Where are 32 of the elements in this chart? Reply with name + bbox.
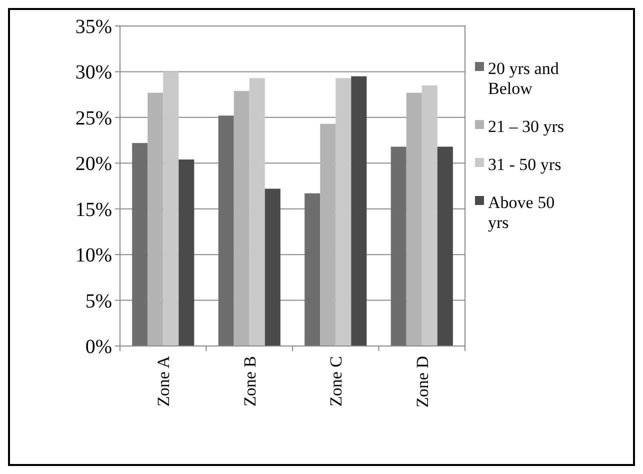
bar (437, 146, 453, 346)
x-tick-label: Zone A (154, 355, 174, 407)
bar (132, 143, 148, 346)
bar (163, 72, 179, 346)
y-tick-label: 30% (75, 62, 112, 84)
y-tick-label: 15% (75, 198, 112, 221)
bar (336, 78, 352, 346)
bar (264, 188, 280, 346)
y-tick-label: 5% (85, 290, 112, 312)
legend-label: 20 yrs and Below (488, 58, 560, 98)
y-tick-label: 35% (75, 16, 112, 38)
bar (422, 85, 438, 346)
legend-label: Above 50 yrs (488, 192, 555, 232)
legend-label: 21 – 30 yrs (488, 116, 564, 136)
x-tick-label: Zone B (240, 356, 260, 407)
bar (178, 159, 194, 346)
bar (406, 92, 422, 346)
bar (249, 78, 265, 346)
bar (234, 90, 250, 346)
bar (390, 146, 406, 346)
y-tick-label: 20% (75, 153, 112, 176)
x-tick-label: Zone C (326, 356, 346, 407)
bar (320, 124, 336, 346)
bar (218, 116, 234, 346)
legend-label: 31 - 50 yrs (488, 154, 562, 174)
bar (304, 193, 320, 346)
y-tick-label: 10% (75, 244, 112, 267)
bar (351, 76, 367, 346)
x-tick-label: Zone D (412, 356, 432, 408)
y-tick-label: 0% (85, 336, 112, 358)
y-tick-label: 25% (75, 107, 112, 130)
bar (148, 92, 164, 346)
